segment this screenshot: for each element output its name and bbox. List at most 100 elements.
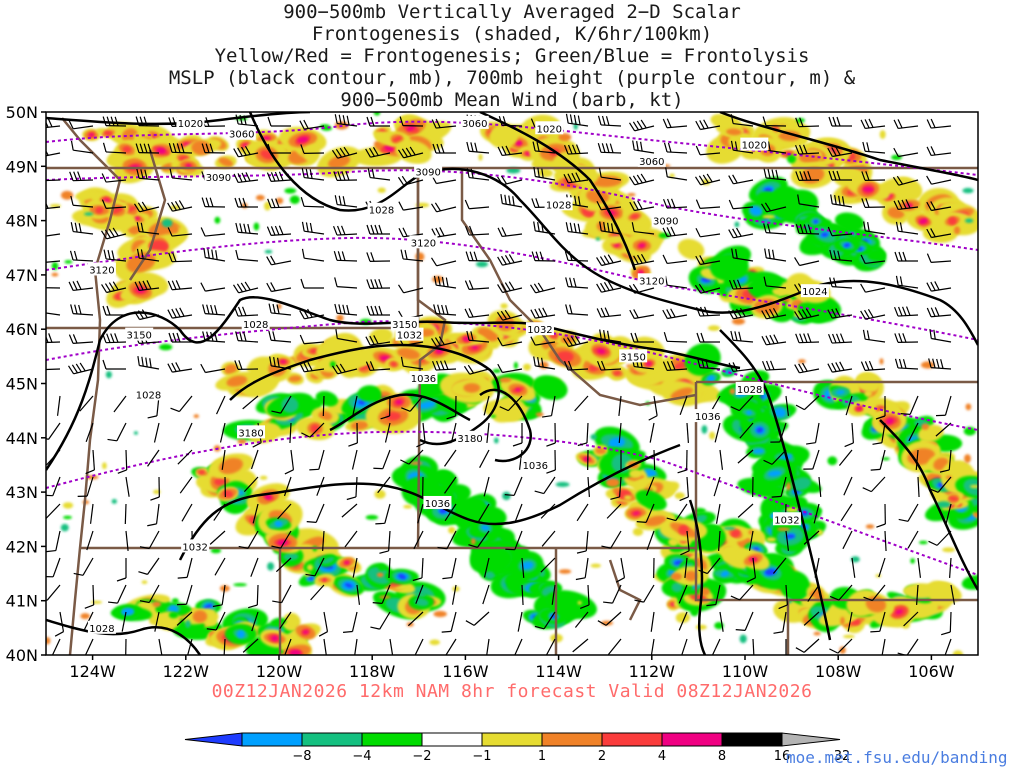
height-contour-label: 3180 [456, 430, 485, 445]
colorbar-swatch [661, 732, 723, 747]
lon-tick-label: 124W [69, 662, 116, 681]
colorbar-swatch [721, 732, 783, 747]
svg-text:3120: 3120 [639, 276, 664, 287]
lat-tick-label: 44N [6, 429, 38, 448]
height-contour-label: 3090 [204, 170, 233, 184]
lat-tick-label: 40N [6, 646, 38, 665]
colorbar-label: −2 [412, 749, 431, 764]
mslp-contour-label: 1032 [181, 539, 210, 553]
contour-labels: 1020 1020 1020 1028 1028 1024 1028 1032 1032 1036… [87, 115, 829, 635]
mslp-contour-label: 1028 [367, 202, 396, 217]
colorbar-min-arrow [184, 732, 243, 747]
height-contour-label: 3060 [227, 126, 256, 141]
mslp-contour-label: 1028 [134, 387, 163, 401]
title-line-4: MSLP (black contour, mb), 700mb height (… [168, 67, 856, 89]
colorbar-swatch [301, 732, 363, 747]
svg-text:1028: 1028 [737, 385, 762, 396]
svg-text:1036: 1036 [425, 499, 450, 510]
svg-text:1032: 1032 [774, 515, 799, 526]
mslp-contour-label: 1028 [241, 316, 270, 331]
title-line-1: 900−500mb Vertically Averaged 2−D Scalar [283, 1, 741, 23]
mslp-contour-label: 1036 [521, 457, 550, 472]
lat-tick-label: 42N [6, 537, 38, 556]
wind-barbs [46, 113, 956, 655]
svg-text:3120: 3120 [411, 238, 436, 249]
svg-text:1028: 1028 [243, 320, 268, 331]
svg-text:3150: 3150 [620, 352, 645, 363]
lon-tick-label: 120W [256, 662, 303, 681]
forecast-valid-time: 00Z12JAN2026 12km NAM 8hr forecast Valid… [211, 681, 813, 702]
svg-text:1024: 1024 [802, 287, 827, 298]
lon-tick-label: 112W [629, 662, 676, 681]
svg-text:3150: 3150 [392, 320, 417, 331]
svg-text:3060: 3060 [229, 130, 254, 141]
svg-text:3120: 3120 [89, 265, 114, 276]
svg-text:3150: 3150 [126, 331, 151, 342]
mslp-contour-label: 1032 [525, 322, 554, 336]
height-contour-label: 3180 [237, 425, 266, 439]
svg-text:1032: 1032 [527, 325, 552, 336]
colorbar-label: 8 [718, 749, 726, 764]
lat-tick-label: 49N [6, 157, 38, 176]
colorbar-swatch [421, 732, 483, 747]
svg-text:1028: 1028 [136, 390, 161, 401]
colorbar: −8 −4 −2 −1 1 2 4 8 16 32 [184, 732, 850, 764]
credit-text: moe.met.fsu.edu/banding [786, 748, 1008, 767]
svg-text:1028: 1028 [89, 624, 114, 635]
lon-tick-label: 110W [722, 662, 769, 681]
mslp-contour-label: 1036 [693, 409, 722, 423]
mslp-contour-label: 1020 [535, 121, 564, 135]
title-line-5: 900−500mb Mean Wind (barb, kt) [340, 89, 684, 111]
svg-text:1020: 1020 [537, 124, 562, 135]
political-borders [46, 117, 978, 655]
height-contour-label: 3150 [125, 327, 154, 342]
mslp-contour-label: 1020 [176, 115, 205, 130]
height-contour-label: 3150 [619, 349, 648, 363]
colorbar-label: 1 [538, 749, 546, 764]
lat-tick-label: 48N [6, 212, 38, 231]
lon-tick-label: 118W [349, 662, 396, 681]
svg-text:1032: 1032 [397, 331, 422, 342]
svg-text:1020: 1020 [742, 141, 767, 152]
lon-tick-label: 114W [535, 662, 582, 681]
svg-text:3180: 3180 [457, 434, 482, 445]
colorbar-label: 16 [774, 749, 791, 764]
title-line-2: Frontogenesis (shaded, K/6hr/100km) [311, 23, 713, 45]
mslp-contour-label: 1028 [87, 620, 116, 635]
svg-text:1028: 1028 [369, 206, 394, 217]
svg-text:3090: 3090 [653, 217, 678, 228]
height-contour-label: 3090 [414, 164, 443, 179]
colorbar-swatch [241, 732, 303, 747]
svg-text:3090: 3090 [415, 168, 440, 179]
height-contour-label: 3120 [637, 273, 666, 287]
mslp-contour-label: 1032 [772, 512, 801, 526]
longitude-axis: 124W 122W 120W 118W 116W 114W 112W 110W 108W 106W [69, 655, 955, 681]
lon-tick-label: 122W [163, 662, 210, 681]
mslp-contour-label: 1024 [800, 284, 829, 298]
svg-text:1028: 1028 [546, 200, 571, 211]
colorbar-label: −8 [292, 749, 311, 764]
title-line-3: Yellow/Red = Frontogenesis; Green/Blue =… [214, 45, 810, 67]
lon-tick-label: 106W [908, 662, 955, 681]
colorbar-max-arrow [781, 732, 841, 747]
svg-text:1036: 1036 [411, 374, 436, 385]
latitude-axis: 50N 49N 48N 47N 46N 45N 44N 43N 42N 41N 40N [6, 103, 46, 665]
colorbar-label: 2 [598, 749, 606, 764]
height-contour-label: 3060 [637, 153, 666, 168]
colorbar-label: −4 [352, 749, 371, 764]
mslp-contour-label: 1028 [544, 197, 573, 211]
svg-text:3180: 3180 [238, 428, 263, 439]
mslp-contour-label: 1032 [395, 327, 424, 342]
mslp-contour-label: 1020 [740, 137, 769, 152]
svg-text:3060: 3060 [639, 157, 664, 168]
svg-text:1036: 1036 [695, 412, 720, 423]
mslp-contour-label: 1036 [409, 371, 438, 385]
colorbar-swatch [541, 732, 603, 747]
colorbar-swatch [601, 732, 663, 747]
lat-tick-label: 47N [6, 266, 38, 285]
colorbar-label: −1 [472, 749, 491, 764]
svg-text:1020: 1020 [178, 119, 203, 130]
lat-tick-label: 43N [6, 483, 38, 502]
height-contour-label: 3060 [460, 115, 489, 130]
